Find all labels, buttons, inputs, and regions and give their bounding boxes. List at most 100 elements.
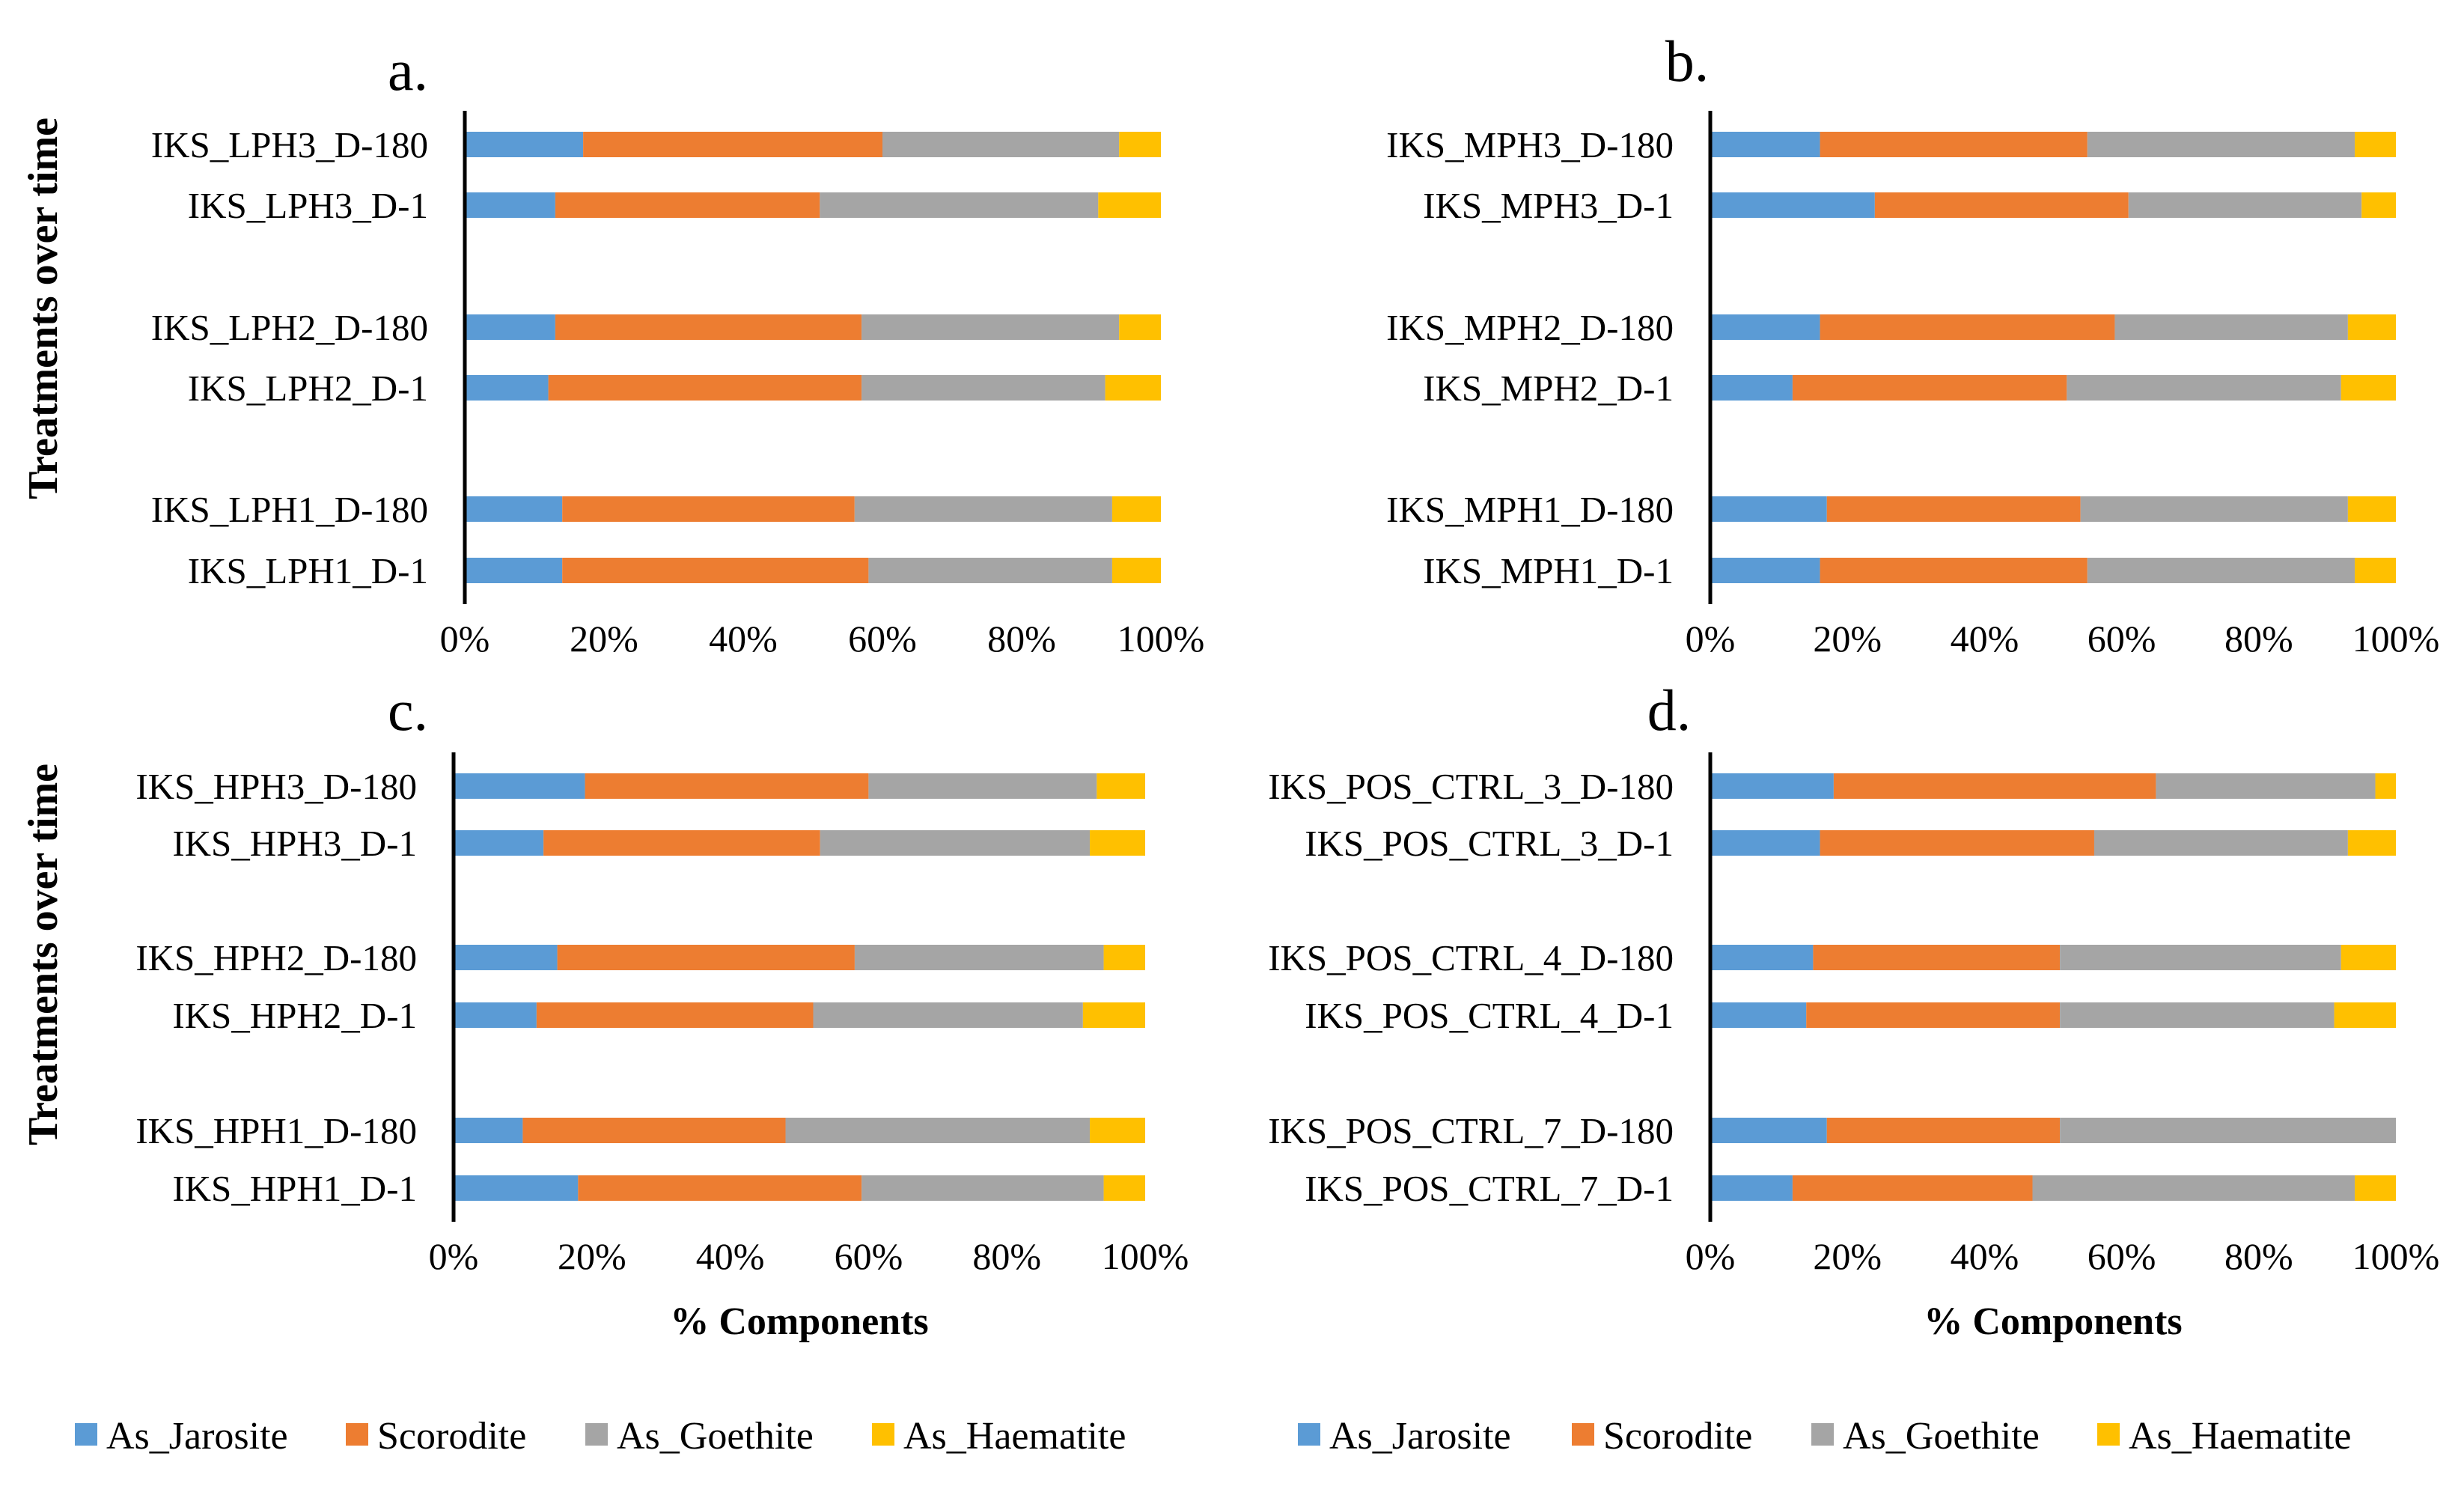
category-label: IKS_HPH1_D-180 (135, 1110, 417, 1151)
y-axis-title-top: Treatments over time (20, 118, 67, 499)
legend-swatch-scorodite (346, 1423, 368, 1446)
x-tick-label: 0% (1686, 1235, 1736, 1277)
x-tick-label: 100% (2352, 618, 2440, 660)
bar-iks-hph1-d-180-as-goethite (785, 1118, 1091, 1143)
bar-iks-mph3-d-180-as-jarosite (1710, 132, 1820, 157)
x-tick-label: 40% (1951, 618, 2019, 660)
category-label: IKS_HPH1_D-1 (172, 1168, 417, 1209)
legend-swatch-scorodite (1572, 1423, 1594, 1446)
category-label: IKS_LPH3_D-1 (188, 185, 428, 226)
legend-swatch-as-haematite (872, 1423, 894, 1446)
x-tick-label: 40% (1951, 1235, 2019, 1277)
bar-iks-lph1-d-1-as-jarosite (465, 558, 563, 583)
x-tick-label: 20% (1813, 1235, 1882, 1277)
bar-iks-pos-ctrl-7-d-1-as-jarosite (1710, 1175, 1793, 1201)
bar-iks-pos-ctrl-7-d-180-as-jarosite (1710, 1118, 1827, 1143)
bar-iks-mph2-d-1-as-goethite (2067, 375, 2341, 401)
bar-iks-pos-ctrl-4-d-1-as-jarosite (1710, 1002, 1807, 1028)
bar-iks-mph1-d-1-scorodite (1820, 558, 2088, 583)
bar-iks-hph1-d-180-scorodite (522, 1118, 786, 1143)
x-tick-label: 0% (429, 1235, 479, 1277)
x-axis-title: % Components (670, 1300, 928, 1343)
bar-iks-lph2-d-1-scorodite (548, 375, 862, 401)
bar-iks-hph3-d-180-as-jarosite (454, 773, 585, 799)
x-tick-label: 100% (1117, 618, 1205, 660)
bar-iks-hph1-d-1-as-haematite (1103, 1175, 1145, 1201)
bar-iks-lph1-d-180-as-haematite (1111, 496, 1161, 522)
legend-swatch-as-goethite (1811, 1423, 1834, 1446)
bar-iks-hph1-d-1-as-goethite (862, 1175, 1104, 1201)
bar-iks-hph2-d-1-as-jarosite (454, 1002, 537, 1028)
category-label: IKS_LPH1_D-180 (151, 489, 428, 530)
bar-iks-mph2-d-1-as-jarosite (1710, 375, 1793, 401)
bar-iks-lph1-d-1-as-goethite (868, 558, 1112, 583)
bar-iks-lph1-d-180-as-jarosite (465, 496, 563, 522)
bar-iks-mph2-d-180-as-goethite (2114, 314, 2348, 340)
bar-iks-pos-ctrl-7-d-180-scorodite (1826, 1118, 2061, 1143)
category-label: IKS_MPH3_D-180 (1386, 124, 1674, 165)
bar-iks-pos-ctrl-3-d-180-as-goethite (2156, 773, 2376, 799)
bar-iks-lph2-d-180-as-goethite (862, 314, 1120, 340)
bar-iks-mph2-d-180-as-haematite (2347, 314, 2396, 340)
bar-iks-pos-ctrl-4-d-180-as-jarosite (1710, 945, 1814, 970)
category-label: IKS_HPH3_D-1 (172, 823, 417, 864)
x-tick-label: 40% (709, 618, 778, 660)
legend-swatch-as-jarosite (1298, 1423, 1320, 1446)
category-label: IKS_LPH1_D-1 (188, 550, 428, 591)
category-label: IKS_POS_CTRL_3_D-180 (1268, 766, 1674, 807)
bar-iks-hph2-d-180-as-jarosite (454, 945, 558, 970)
category-label: IKS_MPH3_D-1 (1423, 185, 1674, 226)
bar-iks-mph3-d-1-as-jarosite (1710, 192, 1875, 218)
bar-iks-mph1-d-180-scorodite (1826, 496, 2081, 522)
category-label: IKS_HPH2_D-180 (135, 937, 417, 978)
bar-iks-hph2-d-1-as-haematite (1082, 1002, 1145, 1028)
bar-iks-pos-ctrl-3-d-1-as-haematite (2347, 830, 2396, 856)
panel-label: c. (388, 678, 428, 743)
x-tick-label: 0% (440, 618, 490, 660)
panel-a: a. IKS_LPH3_D-180 IKS_LPH3_D-1 IKS_LPH2_D-1… (151, 37, 1205, 660)
x-tick-label: 40% (696, 1235, 765, 1277)
bar-iks-hph3-d-1-scorodite (543, 830, 820, 856)
bar-iks-lph2-d-1-as-goethite (862, 375, 1106, 401)
bar-iks-mph2-d-180-as-jarosite (1710, 314, 1820, 340)
bar-iks-hph1-d-180-as-haematite (1090, 1118, 1145, 1143)
bar-iks-lph3-d-1-as-haematite (1098, 192, 1161, 218)
bar-iks-mph3-d-180-scorodite (1820, 132, 2088, 157)
bar-iks-lph2-d-1-as-jarosite (465, 375, 549, 401)
bar-iks-hph3-d-180-as-haematite (1097, 773, 1145, 799)
bar-iks-hph2-d-180-as-haematite (1103, 945, 1145, 970)
category-label: IKS_MPH1_D-1 (1423, 550, 1674, 591)
x-tick-label: 80% (987, 618, 1056, 660)
category-label: IKS_POS_CTRL_4_D-1 (1305, 995, 1674, 1036)
x-tick-label: 80% (972, 1235, 1041, 1277)
bar-iks-mph2-d-1-as-haematite (2341, 375, 2396, 401)
category-label: IKS_MPH2_D-1 (1423, 368, 1674, 409)
bar-iks-lph2-d-1-as-haematite (1105, 375, 1161, 401)
category-label: IKS_POS_CTRL_4_D-180 (1268, 937, 1674, 978)
legend-label-scorodite: Scorodite (1603, 1415, 1752, 1458)
bar-iks-lph1-d-1-as-haematite (1111, 558, 1161, 583)
x-tick-label: 80% (2224, 618, 2293, 660)
bar-iks-lph2-d-180-scorodite (555, 314, 862, 340)
bar-iks-mph1-d-1-as-haematite (2355, 558, 2396, 583)
y-axis-title-bottom: Treatments over time (20, 764, 67, 1145)
bar-iks-pos-ctrl-4-d-180-as-goethite (2060, 945, 2341, 970)
bar-iks-pos-ctrl-4-d-1-scorodite (1806, 1002, 2061, 1028)
category-label: IKS_MPH2_D-180 (1386, 307, 1674, 348)
bar-iks-pos-ctrl-4-d-1-as-haematite (2334, 1002, 2396, 1028)
panel-c: c. IKS_HPH3_D-180 IKS_HPH3_D-1 IKS_HPH2_D-1… (135, 678, 1189, 1343)
bar-iks-hph1-d-1-scorodite (578, 1175, 862, 1201)
bar-iks-pos-ctrl-7-d-1-as-goethite (2032, 1175, 2355, 1201)
x-tick-label: 60% (2088, 1235, 2156, 1277)
bar-iks-pos-ctrl-3-d-180-scorodite (1833, 773, 2156, 799)
category-label: IKS_HPH3_D-180 (135, 766, 417, 807)
bar-iks-mph1-d-1-as-goethite (2087, 558, 2355, 583)
legend-swatch-as-jarosite (75, 1423, 97, 1446)
legend-label-as-jarosite: As_Jarosite (106, 1415, 288, 1458)
bar-iks-mph3-d-180-as-haematite (2355, 132, 2396, 157)
bar-iks-hph3-d-1-as-jarosite (454, 830, 544, 856)
bar-iks-pos-ctrl-3-d-1-as-jarosite (1710, 830, 1820, 856)
bar-iks-hph3-d-180-scorodite (585, 773, 869, 799)
bar-iks-hph2-d-180-as-goethite (854, 945, 1104, 970)
